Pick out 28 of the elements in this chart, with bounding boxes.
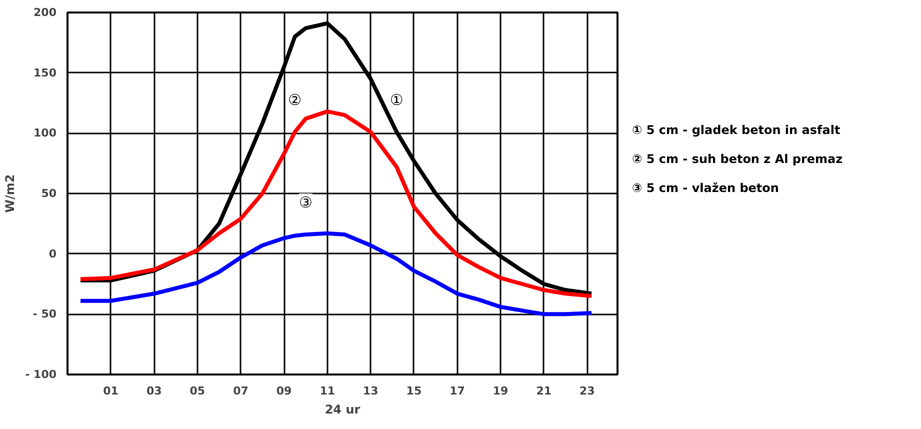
x-tick-label: 23 — [580, 384, 595, 398]
x-tick-label: 03 — [146, 384, 162, 398]
y-tick-label: - 50 — [32, 308, 57, 321]
x-axis-title: 24 ur — [324, 402, 360, 416]
line-series — [78, 109, 594, 298]
text: ① 5 cm - gladek beton in asfalt — [632, 122, 842, 139]
x-tick-label: 09 — [276, 384, 292, 398]
y-tick-label: 150 — [34, 66, 57, 80]
annotation: ① — [390, 90, 404, 109]
x-tick-label: 13 — [362, 384, 378, 398]
y-tick-label: - 100 — [25, 368, 57, 381]
x-tick-label: 15 — [406, 384, 422, 398]
y-tick-label: 50 — [41, 187, 57, 200]
annotation: ② — [288, 90, 302, 109]
x-tick-label: 11 — [320, 384, 335, 398]
x-tick-label: 01 — [103, 384, 118, 398]
y-axis-title: W/m2 — [3, 174, 18, 213]
annotation: ③ — [298, 194, 312, 212]
x-tick-label: 19 — [492, 384, 508, 398]
text: ③ 5 cm - vlažen beton — [632, 180, 780, 198]
y-tick-label: 200 — [34, 6, 57, 19]
y-tick-label: 0 — [48, 247, 57, 260]
x-tick-label: 07 — [233, 384, 248, 398]
x-tick-label: 17 — [450, 384, 465, 398]
y-tick-label: 100 — [34, 126, 57, 140]
text: ② 5 cm - suh beton z Al premaz — [632, 151, 843, 168]
x-tick-label: 21 — [536, 384, 552, 398]
x-tick-label: 05 — [190, 384, 206, 398]
